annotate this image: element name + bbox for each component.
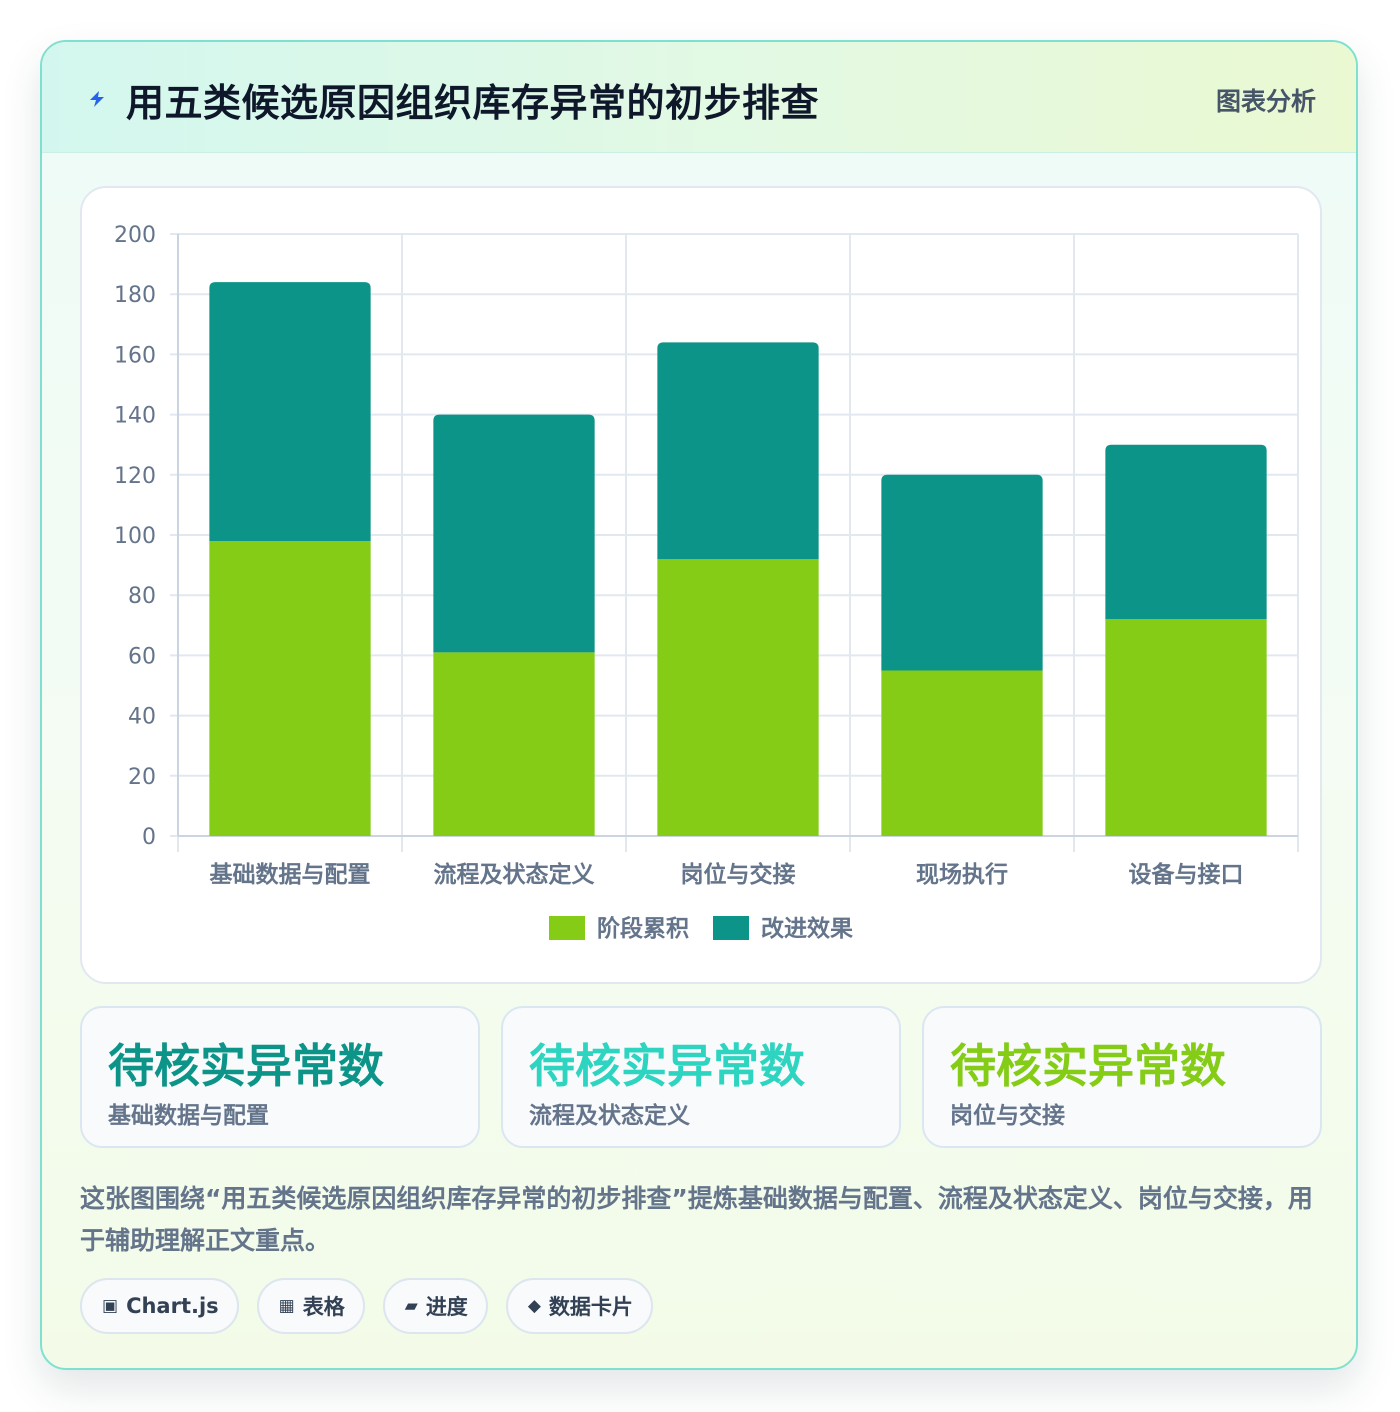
stat-label: 基础数据与配置	[108, 1103, 269, 1129]
stat-card-2: 待核实异常数 流程及状态定义	[501, 1006, 901, 1148]
y-tick-label: 180	[114, 283, 156, 308]
chart-card: 用五类候选原因组织库存异常的初步排查 图表分析 0 20 40 60 80 100 120 1…	[40, 40, 1358, 1370]
x-tick-label: 流程及状态定义	[434, 861, 595, 888]
y-tick-label: 100	[114, 524, 156, 549]
chip-label: Chart.js	[126, 1294, 219, 1318]
legend-swatch	[549, 916, 585, 940]
chart-description: 这张图围绕“用五类候选原因组织库存异常的初步排查”提炼基础数据与配置、流程及状态…	[80, 1184, 1313, 1255]
legend-label: 改进效果	[761, 915, 853, 942]
chart-panel: 0 20 40 60 80 100 120 140 160 180 200 基础数据与配置 流程及状态定…	[80, 186, 1322, 984]
y-tick-label: 160	[114, 343, 156, 368]
stacked-bar-chart: 0 20 40 60 80 100 120 140 160 180 200 基础数据与配置 流程及状态定…	[114, 223, 1299, 942]
y-tick-label: 40	[128, 705, 156, 730]
x-tick-label: 现场执行	[916, 861, 1008, 888]
chip-label: 表格	[302, 1295, 345, 1319]
bar-segment	[657, 342, 819, 560]
stat-value: 待核实异常数	[108, 1039, 384, 1093]
stat-label: 岗位与交接	[950, 1103, 1065, 1129]
bar-segment	[209, 282, 371, 542]
lightning-icon	[90, 91, 104, 107]
stat-label: 流程及状态定义	[529, 1103, 690, 1129]
stat-value: 待核实异常数	[529, 1039, 805, 1093]
bar-segment	[433, 414, 595, 653]
x-tick-label: 设备与接口	[1129, 861, 1244, 888]
y-tick-label: 140	[114, 404, 156, 429]
diamond-icon: ◆	[527, 1296, 541, 1316]
tech-chips: ▣ Chart.js ▦ 表格 ▰ 进度 ◆ 数据卡片	[80, 1278, 653, 1334]
chart-icon: ▣	[102, 1296, 119, 1316]
chip-label: 数据卡片	[548, 1295, 633, 1319]
y-tick-label: 20	[128, 765, 156, 790]
chip-table[interactable]: ▦ 表格	[256, 1278, 365, 1334]
y-tick-label: 200	[114, 223, 156, 248]
chip-data-card[interactable]: ◆ 数据卡片	[505, 1278, 653, 1334]
page-title: 用五类候选原因组织库存异常的初步排查	[126, 81, 820, 125]
table-icon: ▦	[278, 1296, 295, 1316]
chip-progress[interactable]: ▰ 进度	[382, 1278, 488, 1334]
y-tick-label: 80	[128, 584, 156, 609]
legend-label: 阶段累积	[597, 915, 689, 942]
card-header: 用五类候选原因组织库存异常的初步排查 图表分析	[42, 42, 1356, 153]
chip-label: 进度	[425, 1295, 468, 1319]
bar-segment	[209, 541, 371, 836]
x-tick-label: 岗位与交接	[681, 861, 796, 888]
bar-segment	[881, 670, 1043, 836]
bar-segment	[1105, 619, 1267, 836]
stat-card-3: 待核实异常数 岗位与交接	[922, 1006, 1322, 1148]
chart-analysis-tag: 图表分析	[1215, 87, 1316, 116]
chip-chartjs[interactable]: ▣ Chart.js	[80, 1278, 239, 1334]
bar-segment	[657, 559, 819, 836]
x-tick-label: 基础数据与配置	[210, 862, 371, 888]
legend-swatch	[713, 916, 749, 940]
stat-value: 待核实异常数	[950, 1039, 1226, 1093]
bar-segment	[881, 474, 1043, 671]
bar-segment	[433, 652, 595, 836]
progress-icon: ▰	[404, 1296, 418, 1316]
y-tick-label: 60	[128, 644, 156, 669]
stat-card-1: 待核实异常数 基础数据与配置	[80, 1006, 480, 1148]
y-tick-label: 120	[114, 464, 156, 489]
y-tick-label: 0	[142, 825, 156, 850]
bar-segment	[1105, 444, 1267, 620]
